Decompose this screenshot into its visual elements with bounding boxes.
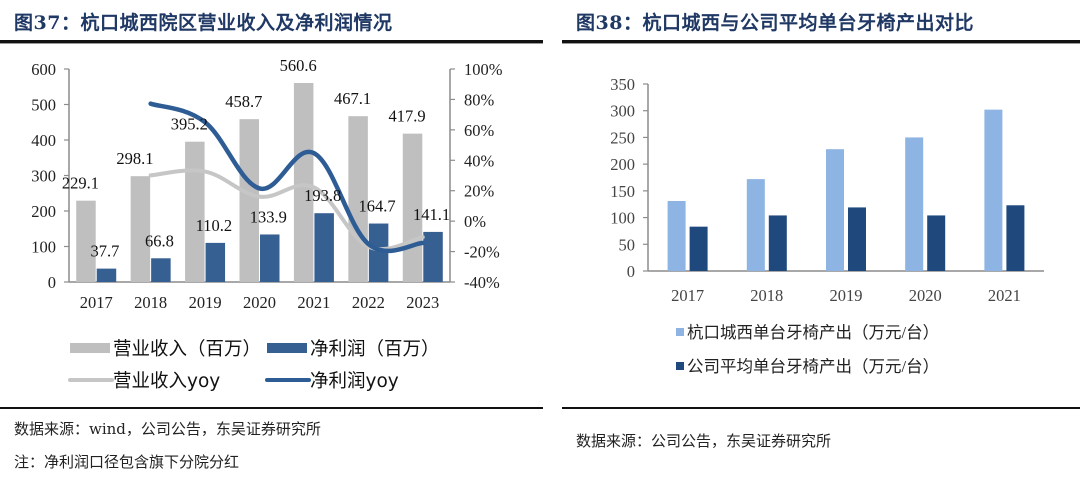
y-tick-label: 150: [610, 182, 635, 201]
bar-hangkou-chengxi: [667, 201, 686, 271]
bar-company-average: [768, 215, 787, 271]
bar-revenue: [293, 82, 314, 282]
data-label-revenue: 417.9: [388, 107, 425, 126]
figure-38-chart: 0 50 100 150 200 250 300 350 2017 2018 2019 2020 202…: [610, 75, 1044, 376]
y2-tick-label: 100%: [464, 60, 503, 79]
y-tick-label: 400: [31, 131, 56, 150]
legend-label: 营业收入（百万）: [113, 339, 261, 360]
bar-net-profit: [96, 268, 117, 282]
x-tick-label: 2020: [243, 293, 276, 312]
bar-hangkou-chengxi: [746, 179, 765, 271]
data-label-revenue: 229.1: [62, 174, 99, 193]
legend-label: 净利润yoy: [310, 371, 399, 392]
figure-37-panel: 图37：杭口城西院区营业收入及净利润情况 0 100 200 300 400 500 600…: [0, 12, 543, 471]
legend-label: 杭口城西单台牙椅产出（万元/台）: [687, 323, 939, 342]
y-tick-label: 600: [31, 60, 56, 79]
x-tick-label: 2019: [189, 293, 222, 312]
title-divider: [0, 40, 543, 44]
bar-net-profit: [423, 231, 443, 282]
y-tick-label: 250: [610, 128, 635, 147]
figure-38-source: 数据来源：公司公告，东吴证券研究所: [576, 432, 832, 450]
x-tick-label: 2020: [909, 286, 942, 305]
x-tick-label: 2023: [406, 293, 439, 312]
x-tick-label: 2017: [80, 293, 113, 312]
legend-swatch: [70, 343, 110, 353]
y2-tick-label: -40%: [464, 273, 500, 292]
data-label-net-profit: 66.8: [145, 231, 174, 250]
bar-net-profit: [260, 234, 280, 282]
bar-hangkou-chengxi: [826, 149, 844, 271]
x-tick-label: 2021: [988, 286, 1021, 305]
data-label-revenue: 560.6: [280, 56, 317, 75]
x-tick-label: 2021: [297, 293, 330, 312]
data-label-revenue: 467.1: [334, 89, 371, 108]
data-label-net-profit: 141.1: [413, 205, 450, 224]
data-label-net-profit: 37.7: [91, 242, 120, 261]
y-tick-label: 0: [48, 273, 56, 292]
title-divider: [562, 40, 1080, 44]
data-label-revenue: 458.7: [225, 92, 262, 111]
x-tick-label: 2018: [134, 293, 167, 312]
bar-revenue: [130, 176, 151, 282]
y2-tick-label: 40%: [464, 151, 495, 170]
figure-37-source: 数据来源：wind，公司公告，东吴证券研究所: [14, 420, 321, 438]
y-tick-label: 50: [619, 235, 636, 254]
figure-37-chart: 0 100 200 300 400 500 600 -40% -20% 0% 20% 40% 60% 80…: [31, 56, 503, 392]
bar-revenue: [185, 141, 205, 282]
y2-tick-label: 80%: [464, 90, 495, 109]
bar-company-average: [689, 226, 708, 271]
y-tick-label: 100: [31, 238, 56, 257]
bar-revenue: [76, 200, 96, 282]
bar-revenue: [239, 119, 259, 282]
figure-37-note: 注：净利润口径包含旗下分院分红: [14, 453, 240, 471]
bar-hangkou-chengxi: [905, 137, 924, 271]
bar-net-profit: [151, 258, 171, 282]
y2-tick-label: -20%: [464, 243, 500, 262]
y2-tick-label: 0%: [464, 212, 486, 231]
data-label-net-profit: 133.9: [250, 207, 287, 226]
data-label-net-profit: 110.2: [196, 216, 233, 235]
y-tick-label: 300: [610, 102, 635, 121]
x-tick-label: 2022: [352, 293, 385, 312]
legend-label: 营业收入yoy: [113, 371, 220, 392]
legend-label: 公司平均单台牙椅产出（万元/台）: [687, 357, 939, 376]
bar-company-average: [927, 215, 946, 271]
y-tick-label: 0: [627, 262, 635, 281]
legend-label: 净利润（百万）: [310, 339, 440, 360]
y2-tick-label: 20%: [464, 182, 495, 201]
figure-37-title: 图37：杭口城西院区营业收入及净利润情况: [14, 12, 393, 34]
bar-net-profit: [368, 223, 389, 282]
source-divider: [0, 407, 543, 409]
y-tick-label: 500: [31, 96, 56, 115]
data-label-net-profit: 164.7: [359, 197, 396, 216]
bar-company-average: [848, 207, 866, 271]
legend-swatch: [267, 343, 307, 353]
data-label-net-profit: 193.8: [304, 186, 341, 205]
y-tick-label: 200: [610, 155, 635, 174]
data-label-revenue: 395.2: [171, 115, 208, 134]
y-tick-label: 300: [31, 167, 56, 186]
line-net-profit-yoy: [148, 101, 426, 254]
x-tick-label: 2019: [830, 286, 863, 305]
legend-swatch: [676, 362, 684, 370]
y2-tick-label: 60%: [464, 121, 495, 140]
bar-hangkou-chengxi: [984, 109, 1003, 271]
bar-company-average: [1006, 205, 1025, 271]
bar-net-profit: [205, 242, 226, 282]
x-tick-label: 2017: [671, 286, 704, 305]
data-label-revenue: 298.1: [116, 149, 153, 168]
bar-net-profit: [314, 213, 334, 282]
y-tick-label: 200: [31, 202, 56, 221]
x-tick-label: 2018: [750, 286, 783, 305]
y-tick-label: 350: [610, 75, 635, 94]
figure-38-title: 图38：杭口城西与公司平均单台牙椅产出对比: [576, 12, 974, 34]
legend-swatch: [676, 328, 684, 336]
y-tick-label: 100: [610, 209, 635, 228]
figure-38-panel: 图38：杭口城西与公司平均单台牙椅产出对比 0 50 100 150 200 250 300…: [562, 0, 1080, 483]
source-divider: [562, 407, 1080, 409]
